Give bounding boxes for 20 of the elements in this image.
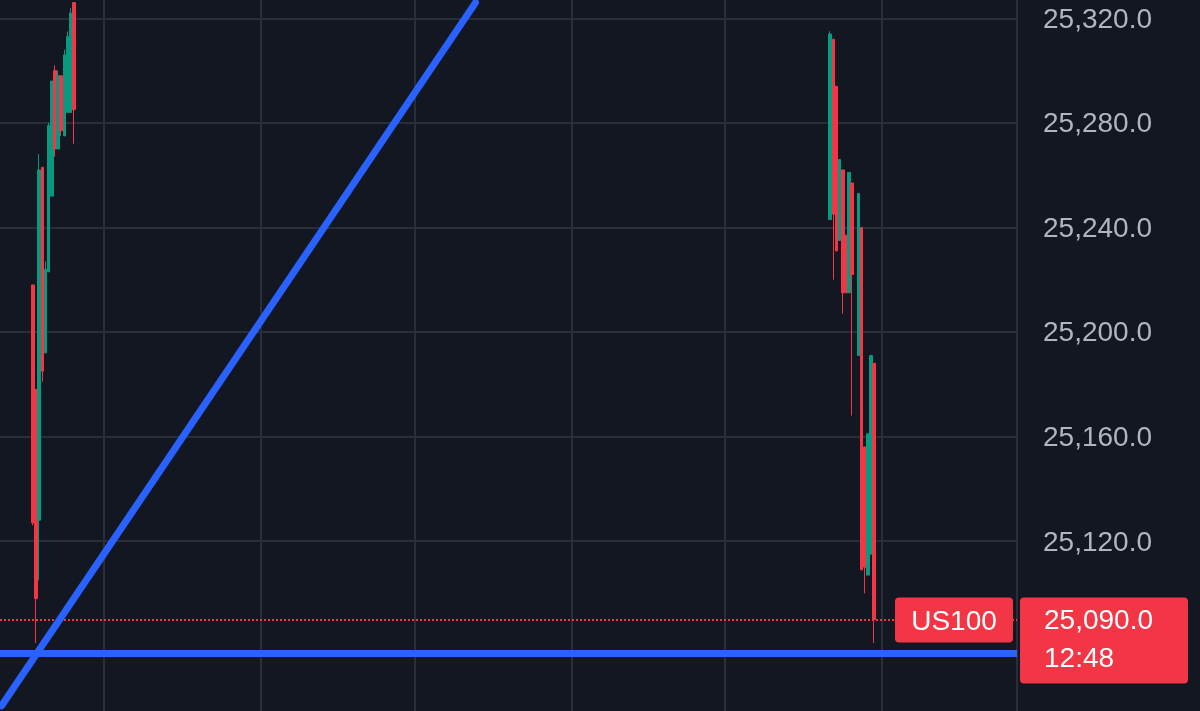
candlestick: [72, 2, 76, 145]
candlestick: [832, 38, 835, 281]
y-tick-label: 25,120.0: [1043, 525, 1152, 557]
candlestick: [838, 158, 841, 241]
candlestick: [37, 153, 41, 581]
y-tick-label: 25,160.0: [1043, 421, 1152, 453]
y-tick-label: 25,320.0: [1043, 2, 1152, 34]
candlestick: [41, 166, 44, 383]
candlestick: [857, 192, 860, 356]
y-tick-label: 25,200.0: [1043, 316, 1152, 348]
candlestick: [69, 7, 72, 113]
candlestick: [850, 182, 854, 417]
annotation: US100: [911, 605, 997, 637]
candlestick: [828, 30, 832, 221]
text: 12:48: [1044, 642, 1115, 674]
y-tick-label: 25,280.0: [1043, 107, 1152, 139]
candlestick: [59, 75, 63, 137]
ref-line-label: 25,090.0: [1044, 604, 1153, 636]
y-tick-label: 25,240.0: [1043, 211, 1152, 243]
candlestick: [841, 169, 845, 315]
